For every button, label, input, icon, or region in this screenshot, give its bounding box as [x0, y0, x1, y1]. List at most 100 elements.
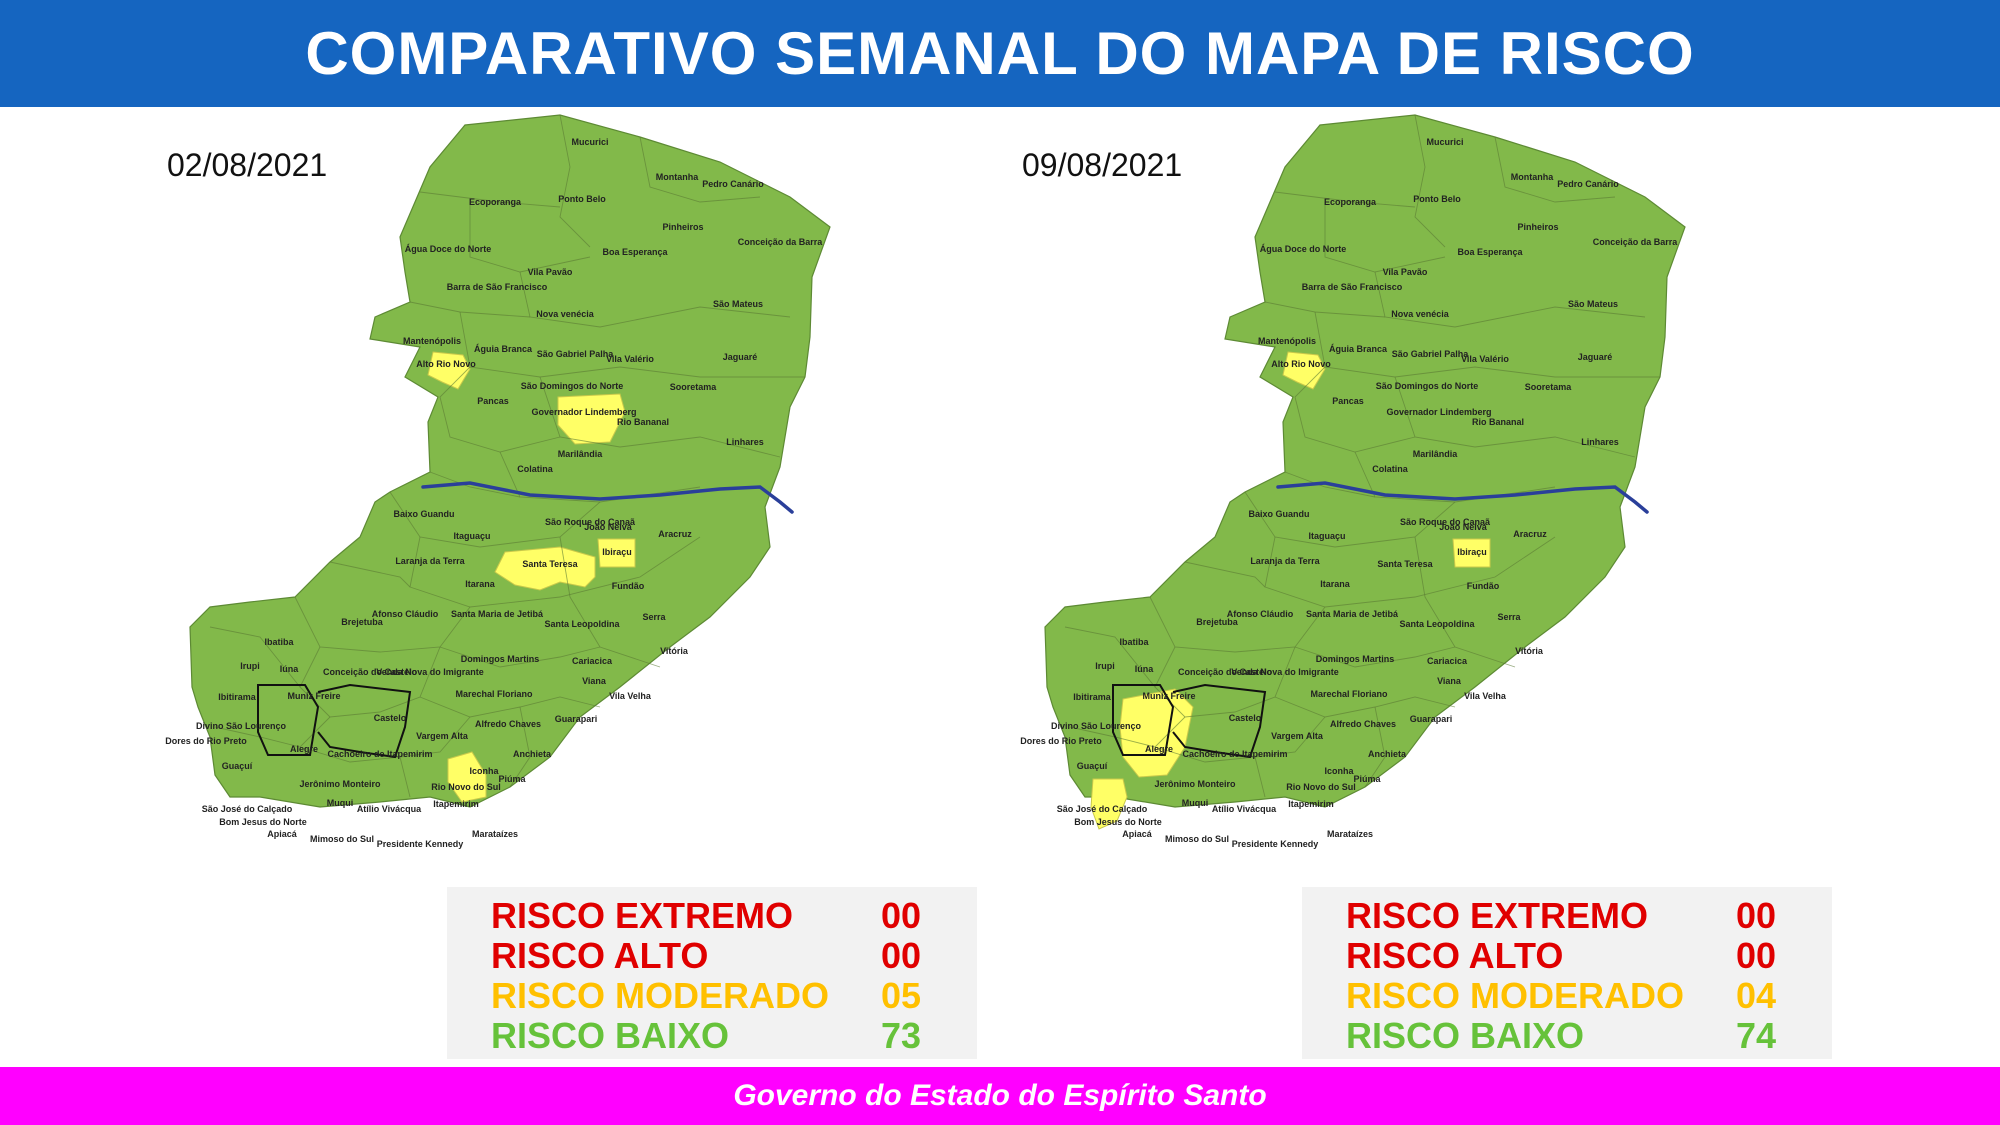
map-date: 09/08/2021 [1022, 147, 1183, 183]
municipality-label: Guaçuí [1077, 761, 1108, 771]
municipality-label: Serra [642, 612, 666, 622]
municipality-label: Boa Esperança [602, 247, 668, 257]
municipality-label: Barra de São Francisco [447, 282, 548, 292]
legend-label: RISCO MODERADO [1346, 975, 1685, 1016]
municipality-label: Iúna [280, 664, 299, 674]
municipality-label: Ponto Belo [558, 194, 606, 204]
municipality-label: Serra [1497, 612, 1521, 622]
municipal-border [1154, 646, 1296, 718]
municipality-label: Piúma [498, 774, 526, 784]
municipality-label: Pedro Canário [702, 179, 764, 189]
municipality-label: Afonso Cláudio [1227, 609, 1294, 619]
municipal-border [1294, 646, 1456, 668]
municipality-label: Atílio Vivácqua [1212, 804, 1277, 814]
municipality-label: Alto Rio Novo [1271, 359, 1331, 369]
municipality-label: Apiacá [1122, 829, 1153, 839]
municipality-label: Aracruz [1513, 529, 1547, 539]
municipality-label: Conceição da Barra [1593, 237, 1679, 247]
risk-legend: RISCO EXTREMO 00 RISCO ALTO 00 RISCO MOD… [1302, 887, 1832, 1059]
municipal-border [1284, 471, 1376, 498]
municipality-label: Jerônimo Monteiro [1154, 779, 1236, 789]
moderate-risk-area [427, 351, 471, 390]
legend-count: 73 [880, 1015, 921, 1056]
municipality-label: Pancas [1332, 396, 1364, 406]
municipality-label: Mucurici [571, 137, 608, 147]
header-bar: COMPARATIVO SEMANAL DO MAPA DE RISCO [0, 0, 2000, 107]
footer-text: Governo do Estado do Espírito Santo [733, 1079, 1267, 1112]
municipality-label: Santa Leopoldina [544, 619, 620, 629]
municipality-label: Iconha [469, 766, 499, 776]
municipality-label: Domingos Martins [461, 654, 540, 664]
legend-row-moderate: RISCO MODERADO 04 [1346, 975, 1806, 1016]
municipal-border [1184, 561, 1266, 588]
municipal-border [1274, 191, 1416, 208]
municipality-label: Ibatiba [264, 637, 294, 647]
municipality-label: Venda Nova do Imigrante [376, 667, 484, 677]
municipal-border [509, 706, 531, 788]
municipal-border [459, 311, 805, 378]
legend-label: RISCO BAIXO [491, 1015, 730, 1056]
municipality-label: Baixo Guandu [393, 509, 454, 519]
municipality-label: Dores do Rio Preto [165, 736, 247, 746]
municipality-label: Mantenópolis [403, 336, 461, 346]
municipality-label: Mimoso do Sul [310, 834, 374, 844]
municipality-label: Bom Jesus do Norte [1074, 817, 1162, 827]
municipality-label: Viana [1437, 676, 1462, 686]
moderate-risk-area [1452, 538, 1491, 568]
municipality-label: Bom Jesus do Norte [219, 817, 307, 827]
municipality-label: Cachoeiro de Itapemirim [327, 749, 432, 759]
municipality-label: São Domingos do Norte [521, 381, 624, 391]
municipality-label: Conceição do Castelo [323, 667, 418, 677]
municipality-label: Pedro Canário [1557, 179, 1619, 189]
moderate-risk-area [557, 393, 626, 445]
municipality-label: Mucurici [1426, 137, 1463, 147]
state-shape [189, 114, 831, 808]
municipal-border [439, 646, 601, 668]
municipal-border [1324, 202, 1446, 273]
municipality-label: São Roque do Canaã [1400, 517, 1491, 527]
municipal-border [1414, 114, 1446, 248]
municipality-label: Piúma [1353, 774, 1381, 784]
municipality-label: Montanha [1511, 172, 1554, 182]
municipality-label: Rio Novo do Sul [431, 782, 501, 792]
municipality-label: Cachoeiro de Itapemirim [1182, 749, 1287, 759]
page-title: COMPARATIVO SEMANAL DO MAPA DE RISCO [305, 20, 1695, 87]
municipality-label: Vitória [1515, 646, 1544, 656]
municipality-label: Cariacica [572, 656, 613, 666]
municipality-label: Laranja da Terra [395, 556, 465, 566]
municipality-label: Águia Branca [474, 344, 533, 354]
legend-row-extreme: RISCO EXTREMO 00 [1346, 895, 1806, 936]
municipality-label: Montanha [656, 172, 699, 182]
municipality-label: Vila Pavão [1383, 267, 1428, 277]
municipality-label: Marechal Floriano [455, 689, 533, 699]
legend-row-moderate: RISCO MODERADO 05 [491, 975, 951, 1016]
municipality-label: Anchieta [513, 749, 552, 759]
municipality-label: Sooretama [1525, 382, 1573, 392]
municipality-label: Rio Bananal [1472, 417, 1524, 427]
municipal-border [1254, 756, 1266, 798]
legend-row-high: RISCO ALTO 00 [1346, 935, 1806, 976]
legend-label: RISCO ALTO [1346, 935, 1564, 976]
municipality-label: Boa Esperança [1457, 247, 1523, 257]
municipality-label: João Neiva [1439, 522, 1488, 532]
legend-label: RISCO EXTREMO [1346, 895, 1649, 936]
municipality-label: Linhares [726, 437, 764, 447]
municipality-label: Marilândia [1413, 449, 1459, 459]
municipality-label: Fundão [612, 581, 645, 591]
municipality-label: Ibatiba [1119, 637, 1149, 647]
region-border [317, 683, 412, 759]
municipality-label: Guarapari [1410, 714, 1453, 724]
municipality-label: Ibiraçu [1457, 547, 1487, 557]
municipality-label: Santa Maria de Jetibá [1306, 609, 1399, 619]
municipality-label: Mantenópolis [1258, 336, 1316, 346]
municipality-label: Atílio Vivácqua [357, 804, 422, 814]
municipality-label: São Gabriel Palha [1392, 349, 1470, 359]
municipal-border [214, 716, 331, 748]
moderate-risk-area [494, 546, 596, 591]
municipality-label: Itaguaçu [1308, 531, 1345, 541]
municipality-label: Viana [582, 676, 607, 686]
municipal-border [1264, 536, 1556, 608]
municipality-label: Laranja da Terra [1250, 556, 1320, 566]
legend-row-low: RISCO BAIXO 74 [1346, 1015, 1806, 1056]
municipality-label: Alegre [1145, 744, 1173, 754]
